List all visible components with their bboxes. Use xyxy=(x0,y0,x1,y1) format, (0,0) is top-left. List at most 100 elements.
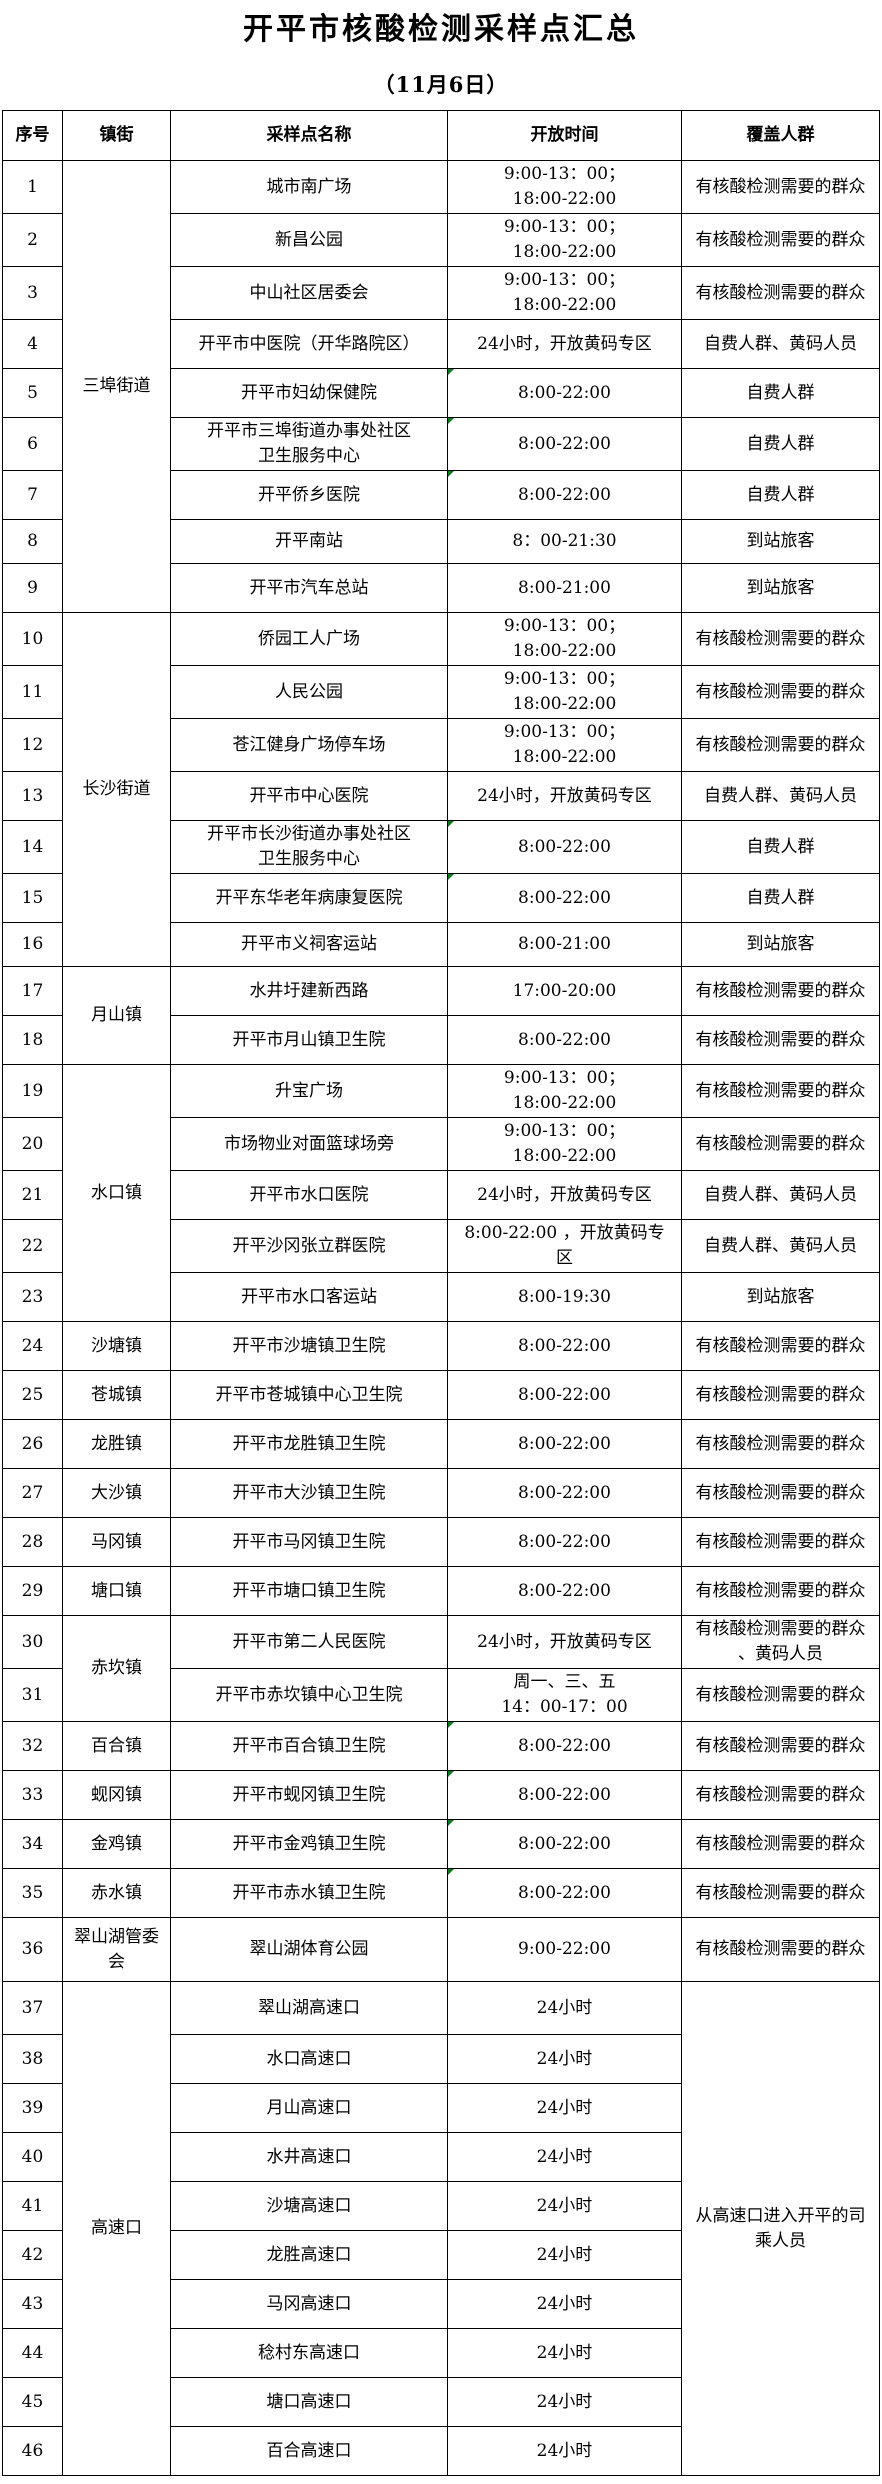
coverage-cell: 有核酸检测需要的群众 xyxy=(681,718,880,772)
comment-marker-icon xyxy=(448,369,454,375)
town-cell: 水口镇 xyxy=(62,1064,171,1322)
seq-cell: 35 xyxy=(2,1868,63,1918)
table-row: 5 开平市妇幼保健院 8:00-22:00 自费人群 xyxy=(2,368,880,418)
coverage-cell: 有核酸检测需要的群众 xyxy=(681,213,880,267)
open-time-cell: 8:00-22:00 ，开放黄码专 区 xyxy=(447,1219,682,1273)
open-time-cell: 24小时 xyxy=(447,2083,682,2133)
coverage-cell: 到站旅客 xyxy=(681,1272,880,1322)
page-subtitle: （11月6日） xyxy=(373,72,509,97)
table-row: 30 赤坎镇 开平市第二人民医院 24小时，开放黄码专区 有核酸检测需要的群众 、黄码人… xyxy=(2,1615,880,1722)
table-row: 31 开平市赤坎镇中心卫生院 周一、三、五 14：00-17：00 有核酸检测需要的群… xyxy=(2,1668,880,1722)
column-header-1: 序号 xyxy=(2,110,63,161)
town-cell: 月山镇 xyxy=(62,966,171,1065)
open-time-cell: 8:00-22:00 xyxy=(447,417,682,471)
seq-cell: 40 xyxy=(2,2132,63,2182)
town-cell: 高速口 xyxy=(62,1981,171,2476)
seq-cell: 26 xyxy=(2,1419,63,1469)
table-body: 1 三埠街道 城市南广场 9:00-13：00； 18:00-22:00 有核酸检测需要… xyxy=(2,160,880,2476)
site-name-cell: 城市南广场 xyxy=(170,160,448,214)
open-time-cell: 24小时，开放黄码专区 xyxy=(447,1170,682,1220)
coverage-cell: 自费人群、黄码人员 xyxy=(681,771,880,821)
column-header-3: 采样点名称 xyxy=(170,110,448,161)
open-time-cell: 24小时 xyxy=(447,2181,682,2231)
seq-cell: 37 xyxy=(2,1981,63,2035)
coverage-cell: 有核酸检测需要的群众 xyxy=(681,1721,880,1771)
seq-cell: 27 xyxy=(2,1468,63,1518)
table-row: 20 市场物业对面篮球场旁 9:00-13：00； 18:00-22:00 有核酸检测… xyxy=(2,1117,880,1171)
site-name-cell: 开平东华老年病康复医院 xyxy=(170,873,448,923)
site-name-cell: 开平市水口客运站 xyxy=(170,1272,448,1322)
comment-marker-icon xyxy=(448,418,454,424)
seq-cell: 33 xyxy=(2,1770,63,1820)
site-name-cell: 翠山湖高速口 xyxy=(170,1981,448,2035)
coverage-cell: 有核酸检测需要的群众 xyxy=(681,1419,880,1469)
seq-cell: 23 xyxy=(2,1272,63,1322)
open-time-cell: 9:00-13：00； 18:00-22:00 xyxy=(447,160,682,214)
seq-cell: 10 xyxy=(2,612,63,666)
table-row: 19 水口镇 升宝广场 9:00-13：00； 18:00-22:00 有核酸检测需要的… xyxy=(2,1064,880,1322)
table-row: 46 百合高速口 24小时 xyxy=(2,2426,880,2476)
town-cell: 金鸡镇 xyxy=(62,1819,171,1869)
open-time-cell: 24小时 xyxy=(447,2328,682,2378)
town-cell: 马冈镇 xyxy=(62,1517,171,1567)
comment-marker-icon xyxy=(448,471,454,477)
site-name-cell: 苍江健身广场停车场 xyxy=(170,718,448,772)
site-name-cell: 塘口高速口 xyxy=(170,2377,448,2427)
site-name-cell: 开平市塘口镇卫生院 xyxy=(170,1566,448,1616)
page-title: 开平市核酸检测采样点汇总 xyxy=(243,12,639,47)
seq-cell: 44 xyxy=(2,2328,63,2378)
seq-cell: 5 xyxy=(2,368,63,418)
seq-cell: 14 xyxy=(2,820,63,874)
comment-marker-icon xyxy=(448,821,454,827)
site-name-cell: 开平市金鸡镇卫生院 xyxy=(170,1819,448,1869)
site-name-cell: 月山高速口 xyxy=(170,2083,448,2133)
table-row: 8 开平南站 8：00-21:30 到站旅客 xyxy=(2,519,880,564)
seq-cell: 34 xyxy=(2,1819,63,1869)
seq-cell: 22 xyxy=(2,1219,63,1273)
site-name-cell: 开平市长沙街道办事处社区 卫生服务中心 xyxy=(170,820,448,874)
open-time-cell: 24小时 xyxy=(447,2132,682,2182)
open-time-cell: 24小时 xyxy=(447,2034,682,2084)
table-row: 7 开平侨乡医院 8:00-22:00 自费人群 xyxy=(2,470,880,520)
seq-cell: 36 xyxy=(2,1917,63,1982)
table-row: 42 龙胜高速口 24小时 xyxy=(2,2230,880,2280)
site-name-cell: 水口高速口 xyxy=(170,2034,448,2084)
open-time-cell: 8:00-22:00 xyxy=(447,1721,682,1771)
seq-cell: 24 xyxy=(2,1321,63,1371)
coverage-cell: 有核酸检测需要的群众 xyxy=(681,1868,880,1918)
seq-cell: 19 xyxy=(2,1064,63,1118)
coverage-cell: 自费人群、黄码人员 xyxy=(681,1170,880,1220)
coverage-cell: 自费人群 xyxy=(681,873,880,923)
comment-marker-icon xyxy=(448,1771,454,1777)
site-name-cell: 新昌公园 xyxy=(170,213,448,267)
town-cell: 苍城镇 xyxy=(62,1370,171,1420)
seq-cell: 20 xyxy=(2,1117,63,1171)
table-row: 27 大沙镇 开平市大沙镇卫生院 8:00-22:00 有核酸检测需要的群众 xyxy=(2,1468,880,1518)
seq-cell: 4 xyxy=(2,319,63,369)
site-name-cell: 开平市沙塘镇卫生院 xyxy=(170,1321,448,1371)
open-time-cell: 8：00-21:30 xyxy=(447,519,682,564)
coverage-cell: 有核酸检测需要的群众 xyxy=(681,160,880,214)
table-row: 43 马冈高速口 24小时 xyxy=(2,2279,880,2329)
comment-marker-icon xyxy=(448,1869,454,1875)
site-name-cell: 开平市第二人民医院 xyxy=(170,1615,448,1669)
table-row: 39 月山高速口 24小时 xyxy=(2,2083,880,2133)
coverage-cell: 有核酸检测需要的群众 xyxy=(681,1917,880,1982)
coverage-cell: 自费人群 xyxy=(681,417,880,471)
table-row: 24 沙塘镇 开平市沙塘镇卫生院 8:00-22:00 有核酸检测需要的群众 xyxy=(2,1321,880,1371)
comment-marker-icon xyxy=(448,1722,454,1728)
site-name-cell: 稔村东高速口 xyxy=(170,2328,448,2378)
seq-cell: 6 xyxy=(2,417,63,471)
table-row: 45 塘口高速口 24小时 xyxy=(2,2377,880,2427)
site-name-cell: 开平市水口医院 xyxy=(170,1170,448,1220)
table-row: 16 开平市义祠客运站 8:00-21:00 到站旅客 xyxy=(2,922,880,967)
coverage-cell: 有核酸检测需要的群众 xyxy=(681,1668,880,1722)
coverage-cell: 有核酸检测需要的群众 xyxy=(681,966,880,1016)
site-name-cell: 百合高速口 xyxy=(170,2426,448,2476)
town-cell: 蚬冈镇 xyxy=(62,1770,171,1820)
coverage-cell: 到站旅客 xyxy=(681,519,880,564)
header-row: 序号 镇街 采样点名称 开放时间 覆盖人群 xyxy=(2,110,880,161)
open-time-cell: 8:00-22:00 xyxy=(447,1321,682,1371)
table-row: 13 开平市中心医院 24小时，开放黄码专区 自费人群、黄码人员 xyxy=(2,771,880,821)
